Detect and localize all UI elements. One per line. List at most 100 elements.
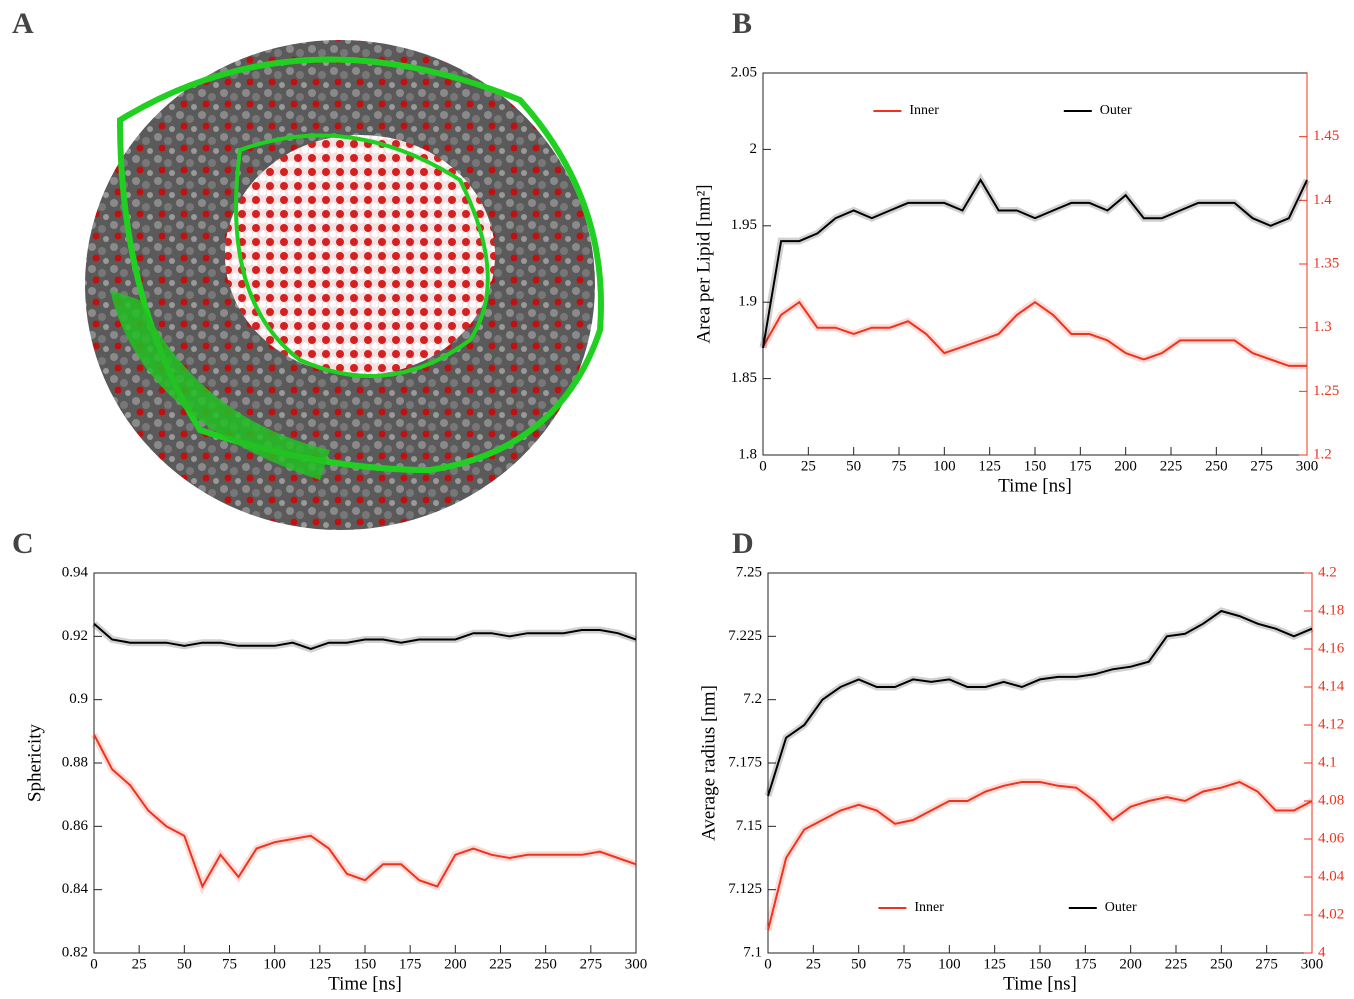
y2-tick-label: 4.02 [1318, 906, 1344, 922]
y-tick-label: 7.225 [728, 628, 762, 644]
y-tick-label: 7.125 [728, 881, 762, 897]
x-tick-label: 300 [1301, 956, 1324, 972]
y2-tick-label: 1.2 [1313, 446, 1332, 462]
series-glow [759, 173, 1311, 349]
series-glow [764, 607, 1314, 797]
x-tick-label: 75 [222, 956, 237, 972]
legend-label: Outer [1105, 900, 1137, 915]
x-tick-label: 100 [938, 956, 961, 972]
series-glow [759, 297, 1307, 370]
x-tick-label: 0 [90, 956, 98, 972]
x-tick-label: 200 [1119, 956, 1142, 972]
inner-surface [234, 133, 490, 378]
panel-label: B [732, 7, 752, 40]
x-tick-label: 200 [1114, 458, 1137, 474]
x-tick-label: 275 [1255, 956, 1278, 972]
y-tick-label: 7.175 [728, 754, 762, 770]
x-tick-label: 225 [1165, 956, 1188, 972]
y-tick-label: 1.85 [731, 370, 757, 386]
panel-label: D [732, 527, 754, 560]
y2-tick-label: 4.12 [1318, 716, 1344, 732]
plot-frame [767, 572, 1313, 954]
x-tick-label: 50 [846, 458, 861, 474]
x-tick-label: 300 [625, 956, 648, 972]
y-tick-label: 7.2 [743, 691, 762, 707]
legend-label: Inner [914, 900, 944, 915]
y-axis-label: Sphericity [24, 723, 45, 802]
x-tick-label: 225 [489, 956, 512, 972]
y2-tick-label: 4.16 [1318, 640, 1345, 656]
x-tick-label: 25 [801, 458, 816, 474]
series-line [767, 780, 1313, 931]
series-line [762, 300, 1307, 367]
x-tick-label: 250 [534, 956, 557, 972]
water-core [225, 135, 495, 375]
y2-tick-label: 1.25 [1313, 383, 1339, 399]
x-tick-label: 175 [399, 956, 422, 972]
y2-tick-label: 1.4 [1313, 192, 1332, 208]
x-tick-label: 0 [764, 956, 772, 972]
y-axis-label: Average radius [nm] [698, 685, 719, 841]
x-tick-label: 25 [806, 956, 821, 972]
y2-tick-label: 4.2 [1318, 564, 1337, 580]
x-tick-label: 125 [978, 458, 1001, 474]
x-tick-label: 125 [309, 956, 332, 972]
x-tick-label: 100 [263, 956, 286, 972]
y2-tick-label: 4 [1318, 944, 1326, 960]
y-tick-label: 0.84 [62, 881, 89, 897]
plot-frame [762, 72, 1308, 456]
x-tick-label: 275 [580, 956, 603, 972]
x-tick-label: 175 [1074, 956, 1097, 972]
y2-tick-label: 4.14 [1318, 678, 1345, 694]
x-tick-label: 175 [1069, 458, 1092, 474]
y2-tick-label: 1.45 [1313, 128, 1339, 144]
y2-tick-label: 1.35 [1313, 255, 1339, 271]
x-axis-label: Time [ns] [1003, 973, 1077, 994]
x-tick-label: 250 [1210, 956, 1233, 972]
y2-tick-label: 4.04 [1318, 868, 1345, 884]
x-tick-label: 25 [132, 956, 147, 972]
y-tick-label: 0.94 [62, 564, 89, 580]
y-tick-label: 1.8 [738, 446, 757, 462]
y2-tick-label: 4.1 [1318, 754, 1337, 770]
y2-tick-label: 4.06 [1318, 830, 1345, 846]
legend-label: Outer [1100, 103, 1132, 118]
series-glow [764, 778, 1314, 932]
series-line [93, 622, 637, 651]
y-tick-label: 0.92 [62, 628, 88, 644]
y-tick-label: 2.05 [731, 64, 757, 80]
legend-label: Inner [909, 103, 939, 118]
y-tick-label: 7.1 [743, 944, 762, 960]
panel-label: C [12, 527, 34, 560]
y-tick-label: 0.9 [69, 691, 88, 707]
series-line [93, 734, 637, 889]
y2-tick-label: 1.3 [1313, 319, 1332, 335]
series-glow [90, 732, 638, 895]
x-axis-label: Time [ns] [328, 973, 402, 994]
y-tick-label: 0.82 [62, 944, 88, 960]
x-tick-label: 75 [897, 956, 912, 972]
y-tick-label: 1.9 [738, 294, 757, 310]
x-tick-label: 100 [933, 458, 956, 474]
x-tick-label: 225 [1160, 458, 1183, 474]
x-tick-label: 300 [1296, 458, 1319, 474]
x-tick-label: 125 [983, 956, 1006, 972]
x-tick-label: 275 [1250, 458, 1273, 474]
x-tick-label: 200 [444, 956, 467, 972]
panel-label: A [12, 7, 34, 40]
surface-band [110, 290, 330, 480]
y-axis-label: Area per Lipid [nm²] [693, 184, 714, 343]
x-tick-label: 50 [177, 956, 192, 972]
x-tick-label: 150 [1024, 458, 1047, 474]
x-tick-label: 150 [354, 956, 377, 972]
y-tick-label: 2 [750, 141, 758, 157]
series-line [762, 178, 1308, 349]
x-tick-label: 75 [892, 458, 907, 474]
x-tick-label: 150 [1029, 956, 1052, 972]
x-tick-label: 0 [759, 458, 767, 474]
x-tick-label: 50 [851, 956, 866, 972]
vesicle-render [85, 40, 604, 530]
x-axis-label: Time [ns] [998, 475, 1072, 496]
y-tick-label: 1.95 [731, 217, 757, 233]
